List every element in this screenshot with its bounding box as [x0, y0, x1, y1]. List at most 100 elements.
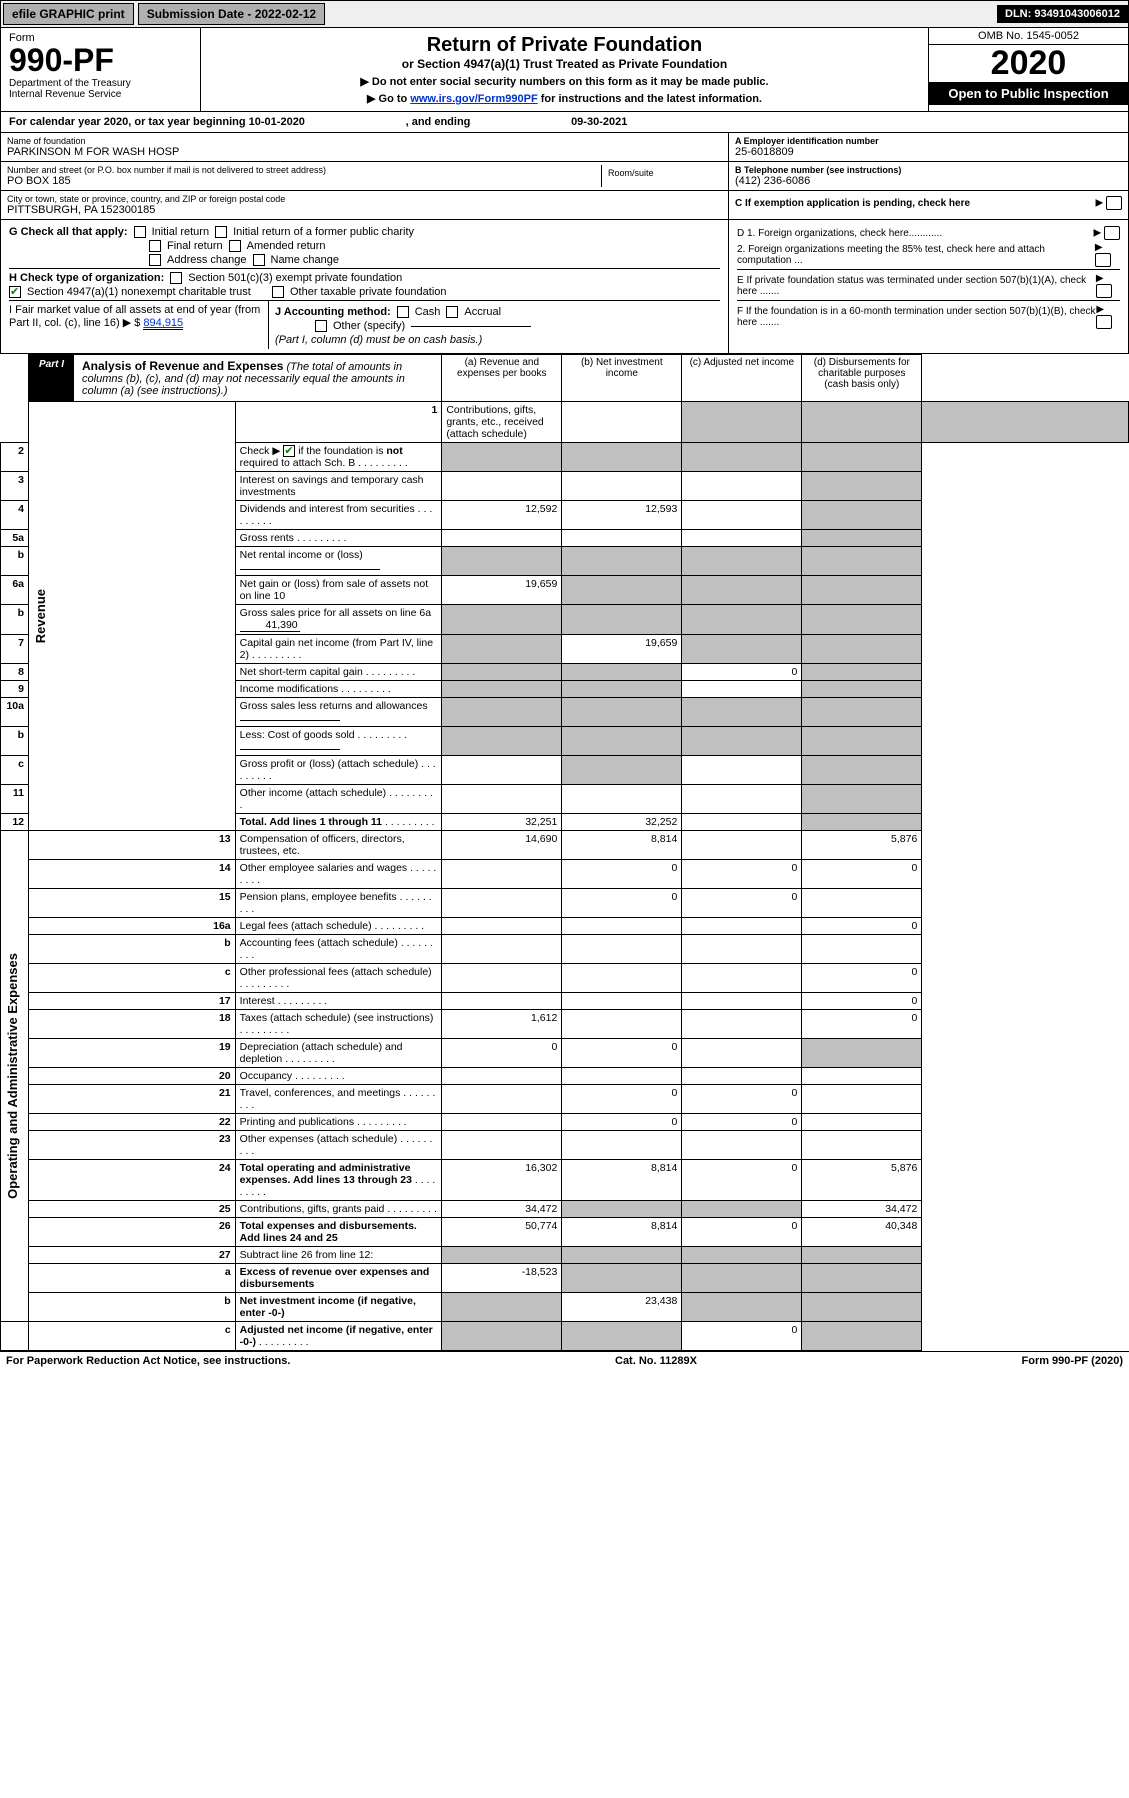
row-desc: Depreciation (attach schedule) and deple… [235, 1039, 442, 1068]
col-a-header: (a) Revenue and expenses per books [442, 355, 562, 402]
top-toolbar: efile GRAPHIC print Submission Date - 20… [0, 0, 1129, 28]
cell-value: 12,593 [562, 501, 682, 530]
row-desc: Other income (attach schedule) [235, 785, 442, 814]
dept-label: Department of the Treasury Internal Reve… [9, 78, 192, 100]
h-opt-2: Section 4947(a)(1) nonexempt charitable … [27, 286, 251, 298]
cell-value: 5,876 [802, 1160, 922, 1201]
cell-value: 0 [802, 918, 922, 935]
g-address-change-checkbox[interactable] [149, 254, 161, 266]
form-number: 990-PF [9, 44, 192, 76]
row-desc: Capital gain net income (from Part IV, l… [235, 635, 442, 664]
d1-checkbox[interactable] [1104, 226, 1120, 240]
ein-value: 25-6018809 [735, 146, 1122, 158]
row-desc: Total operating and administrative expen… [235, 1160, 442, 1201]
j-cash-checkbox[interactable] [397, 306, 409, 318]
col-b-header: (b) Net investment income [562, 355, 682, 402]
col-c-header: (c) Adjusted net income [682, 355, 802, 402]
row-num: 23 [29, 1131, 236, 1160]
row-num: b [29, 935, 236, 964]
cell-value: 1,612 [442, 1010, 562, 1039]
form-instructions-link[interactable]: www.irs.gov/Form990PF [410, 93, 537, 105]
header-right: OMB No. 1545-0052 2020 Open to Public In… [928, 28, 1128, 111]
row-desc: Other expenses (attach schedule) [235, 1131, 442, 1160]
row-desc: Subtract line 26 from line 12: [235, 1247, 442, 1264]
header-note-2: ▶ Go to www.irs.gov/Form990PF for instru… [209, 92, 920, 105]
row-desc: Gross sales price for all assets on line… [235, 605, 442, 635]
g-opt-3: Amended return [247, 240, 326, 252]
form-header: Form 990-PF Department of the Treasury I… [0, 28, 1129, 112]
cell-value: 32,252 [562, 814, 682, 831]
row-num: 19 [29, 1039, 236, 1068]
h-other-taxable-checkbox[interactable] [272, 286, 284, 298]
g-name-change-checkbox[interactable] [253, 254, 265, 266]
row-num: 8 [1, 664, 29, 681]
row-num: 13 [29, 831, 236, 860]
g-final-return-checkbox[interactable] [149, 240, 161, 252]
d2-row: 2. Foreign organizations meeting the 85%… [737, 242, 1120, 267]
cell-value: 0 [802, 1010, 922, 1039]
line10a-input[interactable] [240, 720, 340, 721]
j-other-checkbox[interactable] [315, 320, 327, 332]
j-note: (Part I, column (d) must be on cash basi… [275, 334, 714, 346]
phone-label: B Telephone number (see instructions) [735, 165, 1122, 175]
g-label: G Check all that apply: [9, 226, 128, 238]
c-checkbox[interactable] [1106, 196, 1122, 210]
g-initial-former-checkbox[interactable] [215, 226, 227, 238]
row-num: b [1, 605, 29, 635]
submission-date-button[interactable]: Submission Date - 2022-02-12 [138, 3, 325, 25]
row-desc: Income modifications [235, 681, 442, 698]
cell-value: 0 [682, 860, 802, 889]
note2-prefix: ▶ Go to [367, 93, 410, 105]
g-amended-return-checkbox[interactable] [229, 240, 241, 252]
cell-value: 0 [682, 1218, 802, 1247]
cell-value: 0 [562, 1085, 682, 1114]
cell-value: 16,302 [442, 1160, 562, 1201]
revenue-side-label: Revenue [33, 589, 48, 643]
row-num: 3 [1, 472, 29, 501]
row-desc: Net investment income (if negative, ente… [235, 1293, 442, 1322]
cell-value: 19,659 [442, 576, 562, 605]
row-desc: Dividends and interest from securities [235, 501, 442, 530]
d2-checkbox[interactable] [1095, 253, 1111, 267]
e-checkbox[interactable] [1096, 284, 1112, 298]
h-501c3-checkbox[interactable] [170, 272, 182, 284]
c-label: C If exemption application is pending, c… [735, 198, 970, 209]
cell-value: 0 [562, 889, 682, 918]
g-initial-return-checkbox[interactable] [134, 226, 146, 238]
j-other-input[interactable] [411, 326, 531, 327]
g-row: G Check all that apply: Initial return I… [9, 226, 720, 238]
row-num: 24 [29, 1160, 236, 1201]
d1-row: D 1. Foreign organizations, check here..… [737, 226, 1120, 240]
line5b-input[interactable] [240, 569, 380, 570]
j-label: J Accounting method: [275, 306, 391, 318]
d1-label: D 1. Foreign organizations, check here..… [737, 228, 942, 239]
row-num: 5a [1, 530, 29, 547]
cell-value: 0 [442, 1039, 562, 1068]
row-desc: Accounting fees (attach schedule) [235, 935, 442, 964]
part1-title-cell: Analysis of Revenue and Expenses (The to… [74, 355, 441, 401]
row-num: 14 [29, 860, 236, 889]
f-checkbox[interactable] [1096, 315, 1112, 329]
row-num: 11 [1, 785, 29, 814]
row-desc: Pension plans, employee benefits [235, 889, 442, 918]
row-num: 15 [29, 889, 236, 918]
page-footer: For Paperwork Reduction Act Notice, see … [0, 1351, 1129, 1370]
row-desc: Other employee salaries and wages [235, 860, 442, 889]
row-desc: Excess of revenue over expenses and disb… [235, 1264, 442, 1293]
g-opt-5: Name change [271, 254, 340, 266]
row-desc: Total expenses and disbursements. Add li… [235, 1218, 442, 1247]
f-row: F If the foundation is in a 60-month ter… [737, 300, 1120, 329]
sch-b-checkbox[interactable] [283, 445, 295, 457]
h-4947-checkbox[interactable] [9, 286, 21, 298]
header-left: Form 990-PF Department of the Treasury I… [1, 28, 201, 111]
row-num: 10a [1, 698, 29, 727]
efile-print-button[interactable]: efile GRAPHIC print [3, 3, 134, 25]
row-desc: Check ▶ if the foundation is not require… [235, 443, 442, 472]
h-label: H Check type of organization: [9, 272, 164, 284]
j-accrual-checkbox[interactable] [446, 306, 458, 318]
fmv-value-link[interactable]: 894,915 [143, 317, 183, 330]
form-title: Return of Private Foundation [209, 34, 920, 57]
line10b-input[interactable] [240, 749, 340, 750]
form-subtitle: or Section 4947(a)(1) Trust Treated as P… [209, 57, 920, 71]
cell-value: 0 [682, 889, 802, 918]
